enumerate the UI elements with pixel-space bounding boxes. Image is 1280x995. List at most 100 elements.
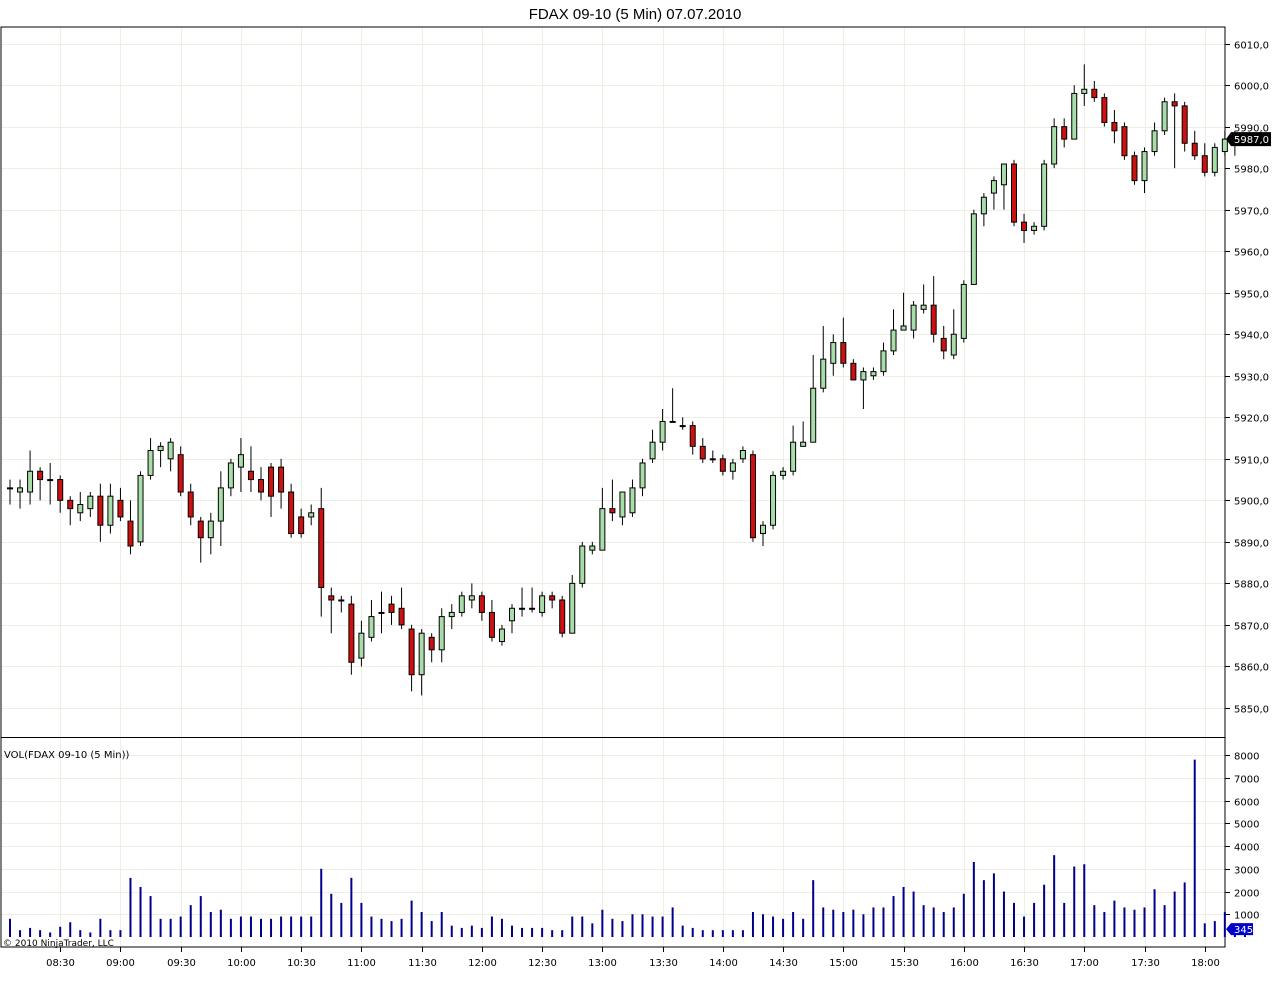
volume-bar bbox=[1113, 900, 1116, 937]
time-tick-label: 09:30 bbox=[167, 958, 196, 969]
volume-bar bbox=[842, 911, 845, 937]
candle bbox=[47, 462, 54, 505]
candle-body bbox=[247, 470, 254, 481]
volume-bar bbox=[561, 930, 564, 937]
time-tick-label: 11:30 bbox=[408, 958, 437, 969]
volume-bar bbox=[189, 905, 192, 937]
volume-bar bbox=[822, 907, 825, 937]
volume-bar bbox=[79, 930, 82, 937]
volume-bar bbox=[330, 893, 333, 937]
volume-bar bbox=[611, 918, 614, 937]
volume-bar bbox=[219, 909, 222, 937]
volume-bar bbox=[1203, 923, 1206, 937]
time-tick-label: 16:00 bbox=[950, 958, 979, 969]
volume-bar bbox=[661, 916, 664, 937]
time-tick-label: 15:30 bbox=[890, 958, 919, 969]
volume-bar bbox=[741, 930, 744, 937]
volume-bar bbox=[551, 930, 554, 937]
candle-body bbox=[288, 491, 295, 535]
candle bbox=[388, 595, 395, 625]
candle bbox=[147, 438, 154, 480]
volume-bar bbox=[1123, 907, 1126, 937]
candle bbox=[739, 446, 746, 463]
volume-bar bbox=[450, 925, 453, 937]
candle bbox=[438, 608, 445, 663]
volume-bar bbox=[59, 926, 62, 937]
price-tick-label: 5980,0 bbox=[1234, 165, 1269, 176]
volume-bar bbox=[360, 902, 363, 937]
candle-body bbox=[318, 508, 325, 589]
candle-body bbox=[719, 458, 726, 472]
volume-bar bbox=[762, 914, 764, 937]
candle bbox=[328, 587, 335, 634]
price-tick-label: 5920,0 bbox=[1234, 414, 1269, 425]
volume-bar bbox=[772, 916, 775, 937]
volume-bar bbox=[1163, 905, 1166, 937]
price-tick-label: 5970,0 bbox=[1234, 207, 1269, 218]
candle-body bbox=[47, 479, 54, 482]
price-tick-label: 6000,0 bbox=[1234, 82, 1269, 93]
candle-body bbox=[609, 508, 616, 514]
candle bbox=[770, 471, 777, 530]
volume-bar bbox=[500, 918, 503, 937]
volume-bar bbox=[681, 925, 684, 937]
time-tick-label: 14:00 bbox=[709, 958, 738, 969]
candle bbox=[408, 624, 415, 692]
time-axis: 08:30 09:00 09:30 10:00 10:30 11:00 11:30 12:00… bbox=[46, 947, 1220, 969]
candle-body bbox=[870, 371, 877, 377]
candle-body bbox=[258, 479, 264, 493]
candle-body bbox=[488, 611, 495, 638]
candle bbox=[589, 541, 596, 555]
candle-body bbox=[67, 499, 74, 510]
candle-body bbox=[358, 632, 365, 659]
volume-bar bbox=[952, 907, 955, 937]
candle bbox=[569, 575, 576, 634]
volume-bar bbox=[260, 918, 262, 937]
volume-panel[interactable] bbox=[9, 759, 1246, 937]
candle-body bbox=[37, 470, 44, 481]
volume-bar bbox=[49, 932, 52, 937]
volume-bar bbox=[39, 930, 42, 937]
candle-body bbox=[1051, 126, 1058, 165]
volume-bar bbox=[420, 911, 423, 937]
candle-body bbox=[1141, 151, 1148, 182]
volume-bar bbox=[621, 921, 624, 937]
candle bbox=[57, 475, 64, 513]
price-panel[interactable] bbox=[7, 64, 1238, 696]
candle bbox=[207, 512, 214, 555]
candle bbox=[980, 193, 987, 227]
candle bbox=[860, 367, 867, 409]
candle-body bbox=[980, 196, 987, 215]
candle-body bbox=[589, 545, 596, 551]
volume-bar bbox=[671, 907, 674, 937]
candle-body bbox=[378, 611, 385, 614]
volume-bar bbox=[29, 927, 32, 937]
candle bbox=[1211, 143, 1218, 177]
candle bbox=[1111, 110, 1118, 144]
volume-bar bbox=[270, 918, 273, 937]
candle-body bbox=[920, 304, 927, 310]
candle bbox=[509, 604, 515, 634]
candle-body bbox=[960, 283, 967, 339]
time-tick-label: 13:00 bbox=[588, 958, 617, 969]
candle-body bbox=[157, 445, 164, 452]
volume-bar bbox=[199, 896, 202, 937]
candle-body bbox=[709, 458, 716, 461]
candle-body bbox=[900, 325, 907, 331]
candle bbox=[790, 425, 797, 476]
candle-body bbox=[127, 520, 134, 547]
volume-bar bbox=[541, 927, 544, 937]
price-tick-label: 5950,0 bbox=[1234, 290, 1269, 301]
volume-bar bbox=[460, 927, 463, 937]
candle bbox=[87, 492, 94, 517]
candle bbox=[619, 491, 626, 526]
last-price-label: 5987,0 bbox=[1234, 135, 1269, 146]
volume-bar bbox=[701, 930, 704, 937]
volume-bar bbox=[651, 916, 654, 937]
volume-bar bbox=[982, 880, 985, 937]
candle bbox=[227, 458, 234, 497]
volume-bar bbox=[932, 907, 935, 937]
time-tick-label: 12:30 bbox=[528, 958, 557, 969]
